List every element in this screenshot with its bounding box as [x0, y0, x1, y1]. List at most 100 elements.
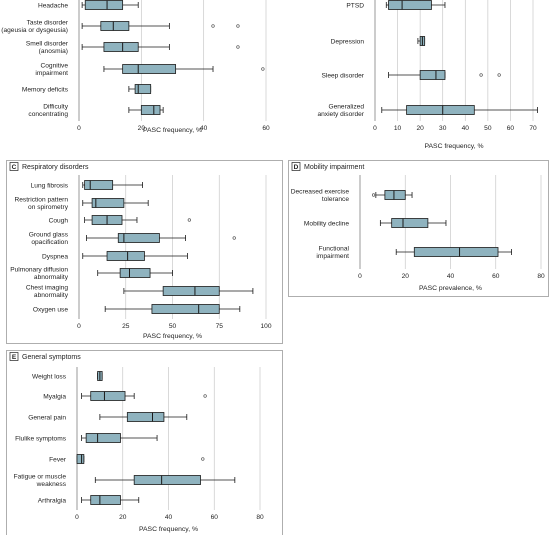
box-general-pain: General pain [28, 412, 188, 422]
row-label: Memory deficits [22, 86, 69, 93]
x-tick-label: 80 [256, 514, 264, 521]
x-tick-label: 40 [447, 273, 455, 280]
x-tick-label: 0 [77, 125, 81, 132]
box-flulike-symptoms: Flulike symptoms [15, 433, 158, 443]
panel-badge-letter: E [12, 354, 17, 361]
x-tick-label: 10 [394, 125, 402, 132]
x-tick-label: 60 [507, 125, 515, 132]
box-sleep-disorder: Sleep disorder [321, 70, 501, 80]
x-tick-label: 50 [169, 323, 177, 330]
box-fatigue-or-muscle-weakness: Fatigue or muscle weakness [14, 474, 236, 489]
x-axis-title: PASC frequency, % [143, 127, 202, 134]
row-label: Generalized anxiety disorder [317, 104, 364, 119]
outlier-point [187, 218, 191, 222]
row-label: Taste disorder (ageusia or dysgeusia) [1, 20, 69, 35]
box-restriction-pattern-on-spirometry: Restriction pattern on spirometry [14, 197, 149, 212]
row-label: Functional impairment [316, 246, 349, 261]
box-depression: Depression [331, 36, 426, 46]
iqr-box [413, 247, 499, 257]
iqr-box [126, 412, 165, 422]
iqr-box [84, 180, 114, 190]
box-ptsd: PTSD [346, 0, 446, 10]
row-label: Fever [49, 456, 67, 463]
panel-frame [288, 160, 549, 297]
iqr-box [91, 198, 125, 208]
box-weight-loss: Weight loss [32, 371, 103, 381]
box-decreased-exercise-tolerance: Decreased exercise tolerance [291, 189, 413, 204]
x-tick-label: 60 [211, 514, 219, 521]
iqr-box [122, 64, 177, 74]
box-cognitive-impairment: Cognitive impairment [35, 63, 265, 77]
row-label: Arthralgia [38, 497, 67, 504]
box-mobility-decline: Mobility decline [304, 218, 447, 228]
box-chest-imaging-abnormality: Chest imaging abnormality [26, 285, 254, 299]
box-myalgia: Myalgia [43, 391, 207, 401]
box-pulmonary-diffusion-abnormality: Pulmonary diffusion abnormality [10, 267, 173, 281]
x-tick-label: 0 [358, 273, 362, 280]
box-headache: Headache [38, 0, 139, 10]
panel-title: Respiratory disorders [22, 164, 89, 171]
x-tick-label: 40 [165, 514, 173, 521]
x-tick-label: 20 [119, 514, 127, 521]
panel-a: 0 20 40 60 PASC frequency, % Headache Taste di… [1, 0, 270, 134]
x-tick-label: 100 [260, 323, 271, 330]
iqr-box [133, 475, 201, 485]
box-ground-glass-opacification: Ground glass opacification [29, 232, 236, 247]
x-tick-label: 80 [537, 273, 545, 280]
row-label: PTSD [346, 2, 364, 9]
iqr-box [419, 70, 446, 80]
iqr-box [106, 251, 145, 261]
x-axis-title: PASC frequency, % [139, 526, 198, 533]
iqr-box [85, 433, 121, 443]
row-label: General pain [28, 414, 66, 421]
outlier-point [236, 45, 240, 49]
outlier-point [497, 73, 501, 77]
iqr-box [406, 105, 475, 115]
row-label: Depression [331, 38, 365, 45]
box-fever: Fever [49, 454, 205, 464]
row-label: Ground glass opacification [29, 232, 69, 247]
row-label: Decreased exercise tolerance [291, 189, 350, 204]
x-tick-label: 40 [200, 125, 208, 132]
x-axis-title: PASC frequency, % [424, 143, 483, 150]
row-label: Flulike symptoms [15, 435, 67, 442]
box-functional-impairment: Functional impairment [316, 246, 512, 261]
iqr-box [100, 21, 130, 31]
panel-c: C Respiratory disorders 0 25 50 75 100 PASC fre… [6, 160, 283, 344]
outlier-point [261, 67, 265, 71]
row-label: Smell disorder (anosmia) [26, 41, 69, 56]
box-generalized-anxiety-disorder: Generalized anxiety disorder [317, 104, 538, 119]
iqr-box [140, 105, 161, 115]
panel-frame [6, 350, 283, 535]
row-label: Myalgia [43, 393, 66, 400]
row-label: Restriction pattern on spirometry [14, 197, 68, 212]
panel-d: D Mobility impairment 0 20 40 60 80 PASC preval… [288, 160, 549, 297]
x-tick-label: 20 [138, 125, 146, 132]
box-lung-fibrosis: Lung fibrosis [31, 180, 143, 190]
x-tick-label: 0 [77, 323, 81, 330]
panel-e: E General symptoms 0 20 40 60 80 PASC frequency… [6, 350, 283, 535]
outlier-point [479, 73, 483, 77]
row-label: Fatigue or muscle weakness [14, 474, 67, 489]
iqr-box [90, 495, 121, 505]
iqr-box [117, 233, 160, 243]
x-tick-label: 50 [484, 125, 492, 132]
x-axis-title: PASC frequency, % [143, 333, 202, 340]
box-oxygen-use: Oxygen use [33, 304, 241, 314]
box-taste-disorder-ageusia-or-dysgeusia: Taste disorder (ageusia or dysgeusia) [1, 20, 240, 35]
x-tick-label: 75 [216, 323, 224, 330]
box-arthralgia: Arthralgia [38, 495, 140, 505]
row-label: Sleep disorder [321, 72, 364, 79]
box-difficulty-concentrating: Difficulty concentrating [28, 104, 164, 118]
panel-badge [9, 162, 19, 171]
iqr-box [103, 42, 139, 52]
x-tick-label: 25 [122, 323, 130, 330]
outlier-point [232, 236, 236, 240]
panel-badge [291, 162, 301, 171]
row-label: Oxygen use [33, 306, 69, 313]
panel-badge-letter: D [294, 164, 299, 171]
x-tick-label: 60 [492, 273, 500, 280]
iqr-box [151, 304, 220, 314]
x-tick-label: 0 [373, 125, 377, 132]
panel-frame [6, 160, 283, 344]
